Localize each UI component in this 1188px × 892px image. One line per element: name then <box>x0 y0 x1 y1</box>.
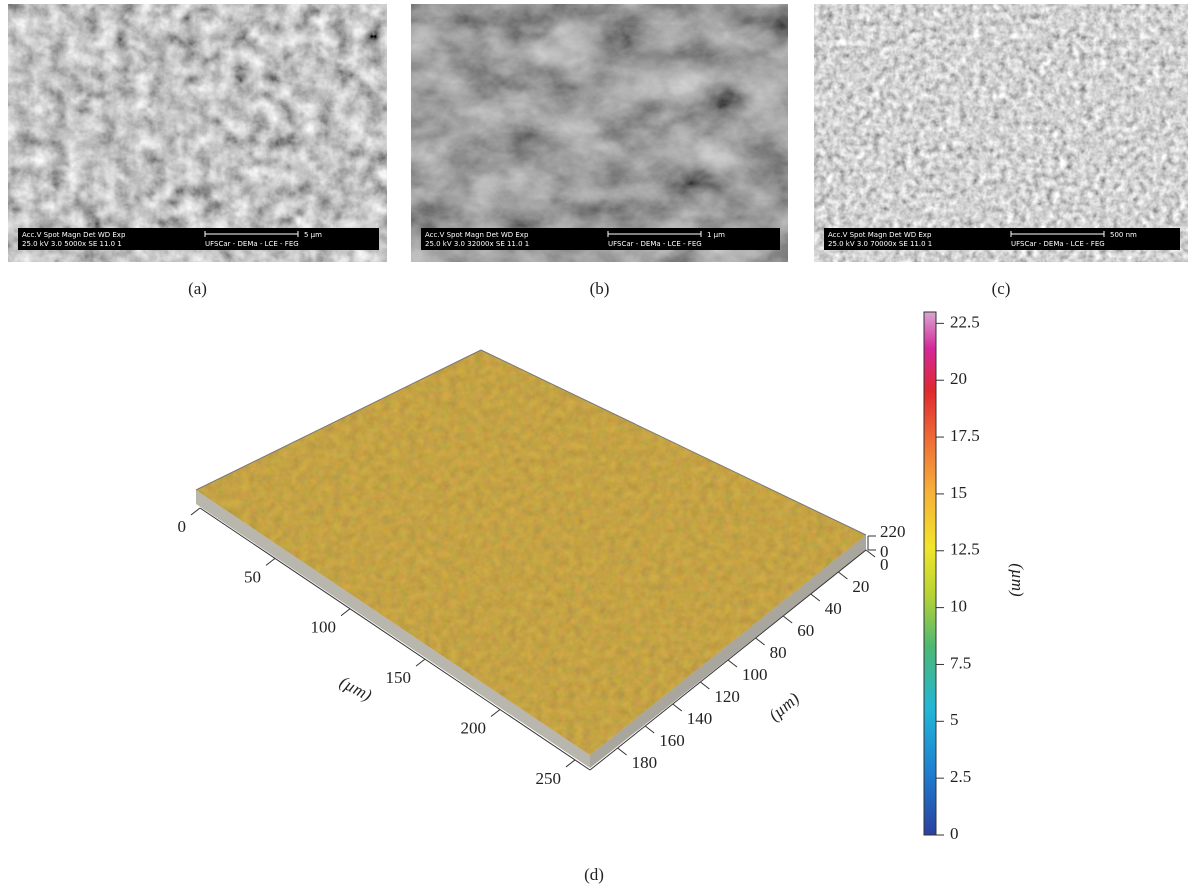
y-axis-label: (µm) <box>765 689 803 725</box>
colorbar-tick-label: 10 <box>950 597 967 616</box>
y-tick-label: 120 <box>714 687 740 706</box>
x-tick-label: 150 <box>386 668 412 687</box>
y-tick <box>811 594 820 601</box>
z-tick-label: 0 <box>880 542 889 561</box>
x-tick <box>191 508 200 515</box>
x-tick-label: 100 <box>311 618 337 637</box>
x-tick-label: 200 <box>461 718 487 737</box>
colorbar-tick-label: 7.5 <box>950 653 971 672</box>
x-tick <box>566 760 575 767</box>
panel-label: (d) <box>584 865 604 884</box>
figure: Acc.V Spot Magn Det WD Exp25.0 kV 3.0 50… <box>0 0 1188 892</box>
y-tick <box>645 726 654 733</box>
x-axis-label: (µm) <box>337 672 376 705</box>
y-tick-label: 140 <box>687 709 713 728</box>
scale-label: 500 nm <box>1110 231 1137 239</box>
colorbar-tick-label: 22.5 <box>950 312 980 331</box>
colorbar-tick-label: 5 <box>950 710 959 729</box>
sem-image <box>8 4 387 262</box>
x-tick <box>341 609 350 616</box>
surface-plot <box>196 350 866 768</box>
surface-texture <box>196 350 866 755</box>
info-values: 25.0 kV 3.0 70000x SE 11.0 1 <box>828 240 932 248</box>
y-tick-label: 80 <box>770 643 787 662</box>
scale-label: 5 µm <box>304 231 322 239</box>
x-tick-label: 0 <box>178 517 187 536</box>
y-tick <box>728 660 737 667</box>
info-lab: UFSCar - DEMa - LCE - FEG <box>1011 240 1105 248</box>
y-tick <box>618 748 627 755</box>
info-header: Acc.V Spot Magn Det WD Exp <box>425 231 529 239</box>
panel-label: (a) <box>188 279 207 298</box>
y-tick <box>838 572 847 579</box>
y-tick-label: 60 <box>797 621 814 640</box>
panel-label: (c) <box>992 279 1011 298</box>
colorbar <box>924 312 936 835</box>
colorbar-tick-label: 20 <box>950 369 967 388</box>
y-tick-label: 160 <box>659 731 685 750</box>
info-values: 25.0 kV 3.0 32000x SE 11.0 1 <box>425 240 529 248</box>
x-tick <box>266 558 275 565</box>
colorbar-tick-label: 12.5 <box>950 540 980 559</box>
page: {"panels": [ {"label": "(a)", "sem": {"h… <box>0 0 1188 892</box>
info-lab: UFSCar - DEMa - LCE - FEG <box>608 240 702 248</box>
y-tick-label: 40 <box>825 599 842 618</box>
y-tick-label: 180 <box>632 753 658 772</box>
x-tick-label: 250 <box>536 769 562 788</box>
colorbar-tick-label: 15 <box>950 483 967 502</box>
x-tick <box>491 710 500 717</box>
sem-image <box>814 4 1188 262</box>
x-tick <box>416 659 425 666</box>
colorbar-tick-label: 0 <box>950 824 959 843</box>
y-tick <box>700 682 709 689</box>
y-tick-label: 20 <box>852 577 869 596</box>
y-tick <box>866 550 875 557</box>
colorbar-tick-label: 17.5 <box>950 426 980 445</box>
info-values: 25.0 kV 3.0 5000x SE 11.0 1 <box>22 240 122 248</box>
y-tick <box>756 638 765 645</box>
info-header: Acc.V Spot Magn Det WD Exp <box>22 231 126 239</box>
panel-label: (b) <box>590 279 610 298</box>
colorbar-label: (µm) <box>1008 563 1027 597</box>
y-tick <box>673 704 682 711</box>
scale-label: 1 µm <box>707 231 725 239</box>
colorbar-tick-label: 2.5 <box>950 767 971 786</box>
info-header: Acc.V Spot Magn Det WD Exp <box>828 231 932 239</box>
sem-image <box>411 4 788 262</box>
y-tick-label: 100 <box>742 665 768 684</box>
y-tick <box>783 616 792 623</box>
z-tick-label: 220 <box>880 522 906 541</box>
body: Acc.V Spot Magn Det WD Exp25.0 kV 3.0 50… <box>0 0 1188 892</box>
info-lab: UFSCar - DEMa - LCE - FEG <box>205 240 299 248</box>
x-tick-label: 50 <box>244 567 261 586</box>
